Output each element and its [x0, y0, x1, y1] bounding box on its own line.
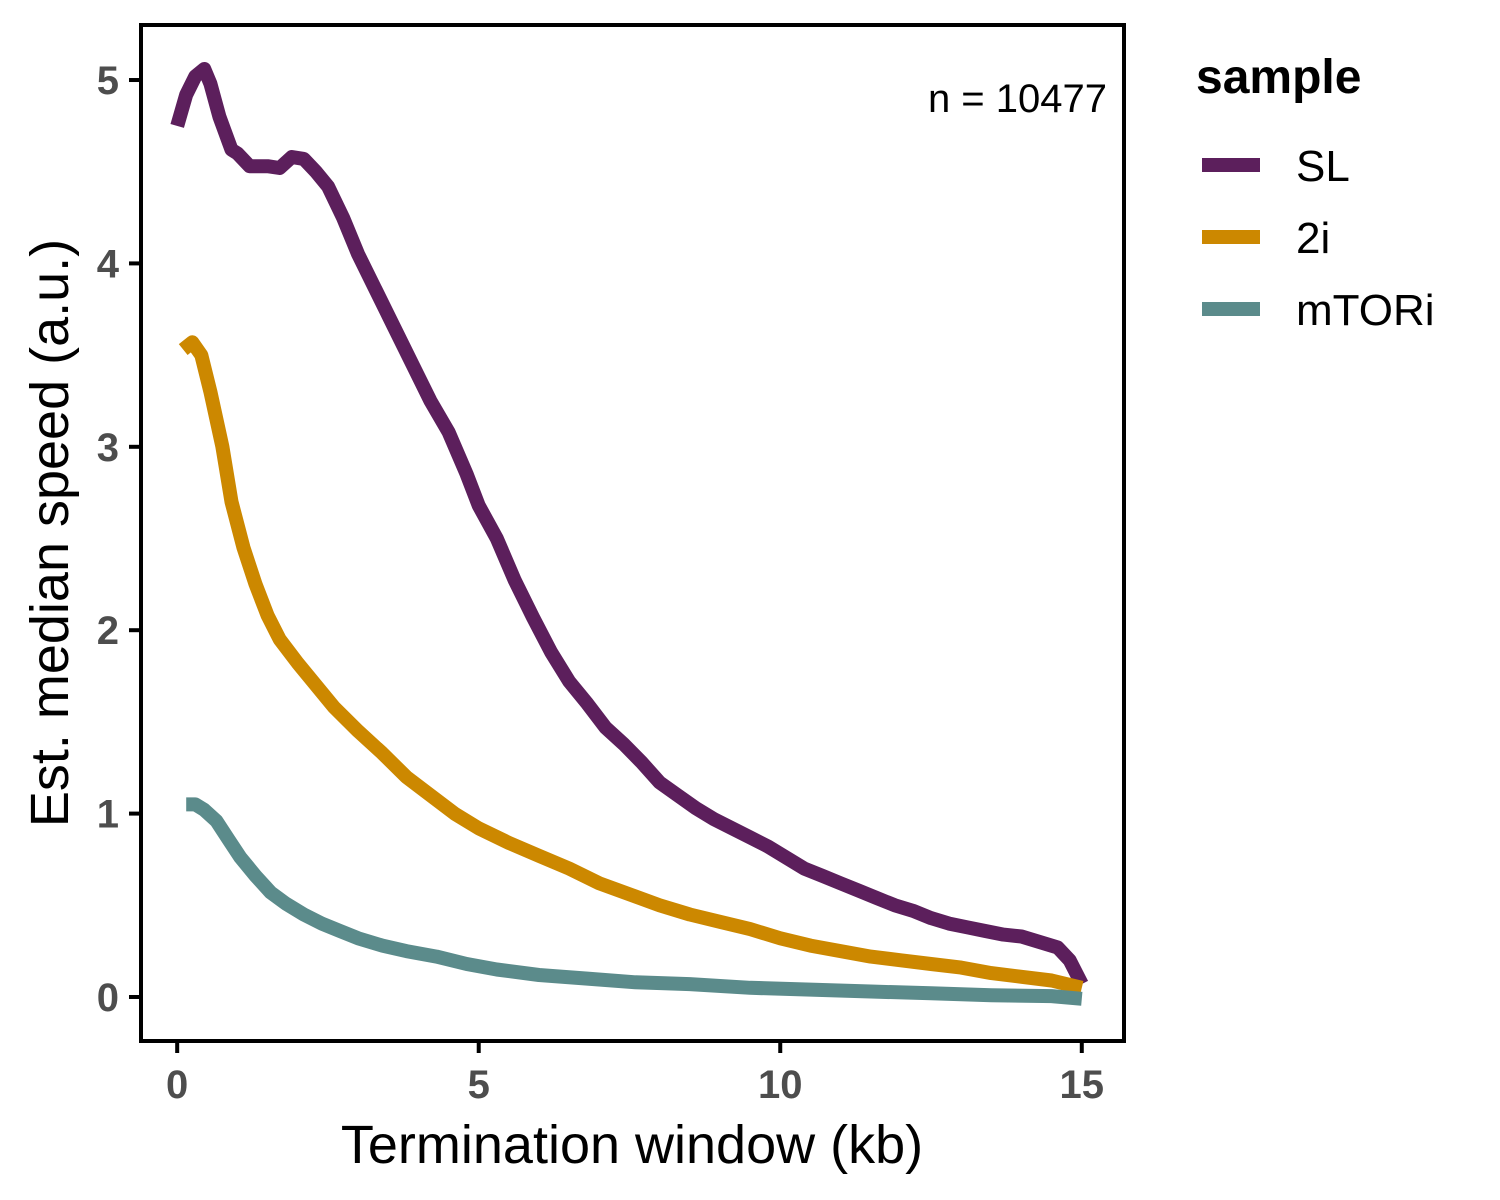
y-tick-label: 1 [97, 793, 119, 837]
legend-label-sl: SL [1296, 142, 1350, 191]
x-axis-title: Termination window (kb) [341, 1115, 923, 1175]
series-line-mtori [186, 797, 1083, 1006]
y-tick-label: 4 [97, 242, 120, 286]
legend-label-2i: 2i [1296, 214, 1330, 263]
annotation-n: n = 10477 [928, 77, 1107, 121]
series-layer [170, 62, 1089, 1006]
x-tick-label: 5 [468, 1063, 490, 1107]
x-tick-label: 15 [1060, 1063, 1105, 1107]
legend-title: sample [1196, 51, 1361, 104]
series-line-2i [178, 335, 1084, 995]
y-tick-label: 0 [97, 976, 119, 1020]
x-tick-label: 10 [758, 1063, 803, 1107]
y-axis: 0 1 2 3 4 5 [97, 59, 141, 1020]
legend-label-mtori: mTORi [1296, 286, 1435, 335]
plot-panel-border [139, 23, 1126, 1043]
y-tick-label: 3 [97, 426, 119, 470]
legend: sample SL 2i mTORi [1196, 51, 1435, 335]
y-axis-title: Est. median speed (a.u.) [20, 239, 80, 827]
x-axis: 0 5 10 15 [166, 1041, 1104, 1107]
x-tick-label: 0 [166, 1063, 188, 1107]
y-tick-label: 2 [97, 609, 119, 653]
series-line-sl [170, 62, 1089, 988]
y-tick-label: 5 [97, 59, 119, 103]
